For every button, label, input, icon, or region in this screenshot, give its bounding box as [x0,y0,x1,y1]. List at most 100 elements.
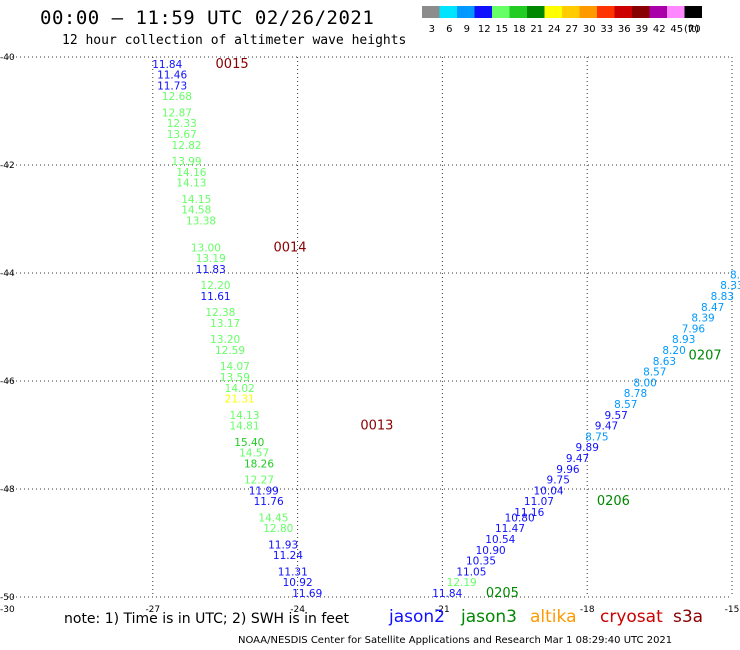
legend-swatch [579,6,597,18]
swh-label: 8.63 [653,356,676,368]
swh-label: 12.33 [167,118,197,130]
swh-label: 9.47 [566,453,589,465]
y-tick-label: -42 [0,161,15,171]
chart-title: 00:00 – 11:59 UTC 02/26/2021 [40,7,375,29]
swh-label: 13.17 [210,318,240,330]
legend-bin-label: 27 [565,24,578,35]
swh-label: 11.73 [157,80,187,92]
x-tick-label: -15 [725,605,740,615]
legend-swatch [562,6,580,18]
swh-label: 13.99 [172,156,202,168]
legend-swatch [597,6,615,18]
swh-label: 7.96 [682,323,706,335]
legend-bin-label: 3 [429,24,435,35]
legend-bin-label: 70 [688,24,701,35]
swh-label: 12.82 [172,140,202,152]
legend-jason2: jason2 [389,607,445,627]
x-tick-label: -24 [290,605,305,615]
swh-label: 11.07 [524,496,554,508]
credit-line: NOAA/NESDIS Center for Satellite Applica… [238,635,673,646]
y-tick-label: -46 [0,377,15,387]
swh-label: 14.07 [220,361,250,373]
y-tick-label: -48 [0,485,15,495]
swh-label: 14.13 [229,410,259,422]
legend-swatch [439,6,457,18]
swh-label: 8.39 [691,313,714,325]
swh-label: 8.33 [720,280,740,292]
swh-label: 9.96 [556,464,580,476]
time-label: 0014 [273,240,306,255]
swh-label: 13.67 [167,129,197,141]
swh-label: 8.78 [624,388,647,400]
legend-altika: altika [530,607,577,627]
x-tick-label: -27 [145,605,160,615]
legend-bin-label: 30 [583,24,596,35]
swh-label: 11.99 [249,485,279,497]
legend-bin-label: 6 [446,24,452,35]
swh-label: 8.47 [701,302,724,314]
legend-swatch [457,6,475,18]
legend-bin-label: 12 [478,24,491,35]
swh-label: 8.57 [643,367,666,379]
swh-label: 14.58 [181,205,211,217]
swh-label: 21.31 [225,394,255,406]
swh-label: 13.19 [196,253,226,265]
swh-label: 14.15 [181,194,211,206]
legend-bin-label: 21 [530,24,543,35]
chart-subtitle: 12 hour collection of altimeter wave hei… [62,33,407,48]
swh-label: 11.93 [268,539,298,551]
swh-label: 12.27 [244,475,274,487]
x-tick-label: -18 [580,605,595,615]
legend-swatch [474,6,492,18]
time-label: 0205 [486,586,519,601]
swh-label: 12.38 [205,307,235,319]
legend-swatch [614,6,632,18]
swh-label: 9.89 [576,442,599,454]
swh-label: 18.26 [244,458,274,470]
time-label: 0207 [689,348,722,363]
legend-swatch [422,6,440,18]
swh-label: 12.19 [447,577,477,589]
legend-swatch [544,6,562,18]
swh-label: 13.20 [210,334,240,346]
swh-label: 11.46 [157,70,187,82]
swh-label: 12.59 [215,345,245,357]
swh-label: 13.00 [191,242,221,254]
swh-label: 8.83 [711,291,734,303]
swh-label: 11.83 [196,264,226,276]
swh-label: 14.57 [239,448,269,460]
swh-label: 13.38 [186,215,216,227]
y-tick-label: -44 [0,269,15,279]
legend-swatch [509,6,527,18]
swh-label: 9.57 [604,410,627,422]
swh-label: 9.47 [595,421,618,433]
swh-label: 10.54 [485,534,515,546]
legend-bin-label: 15 [495,24,508,35]
legend-s3a: s3a [673,607,704,627]
swh-label: 10.80 [505,512,535,524]
swh-label: 8.75 [585,431,608,443]
legend-bin-label: 39 [635,24,648,35]
series-jason3: 11.8412.1911.0510.3510.9010.5411.4710.80… [432,259,740,600]
swh-label: 11.69 [292,588,322,600]
swh-label: 11.05 [456,566,486,578]
color-legend: 3 6 9 12 15 18 21 24 27 30 33 36 39 42 45 70(ft) [422,6,702,35]
swh-label: 11.61 [201,291,231,303]
swh-label: 15.40 [234,437,264,449]
x-tick-label-corner: -30 [0,605,15,615]
x-tick-label: -21 [435,605,450,615]
swh-label: 14.13 [176,178,206,190]
swh-label: 13.59 [220,372,250,384]
swh-label: 11.84 [432,588,462,600]
legend-bin-label: 42 [653,24,666,35]
legend-bin-label: 9 [464,24,470,35]
legend-swatch [492,6,510,18]
legend-swatch [649,6,667,18]
swh-label: 14.81 [229,421,259,433]
y-tick-label: -40 [0,53,15,63]
swh-label: 12.20 [201,280,231,292]
swh-label: 11.31 [278,566,308,578]
swh-label: 10.35 [466,556,496,568]
